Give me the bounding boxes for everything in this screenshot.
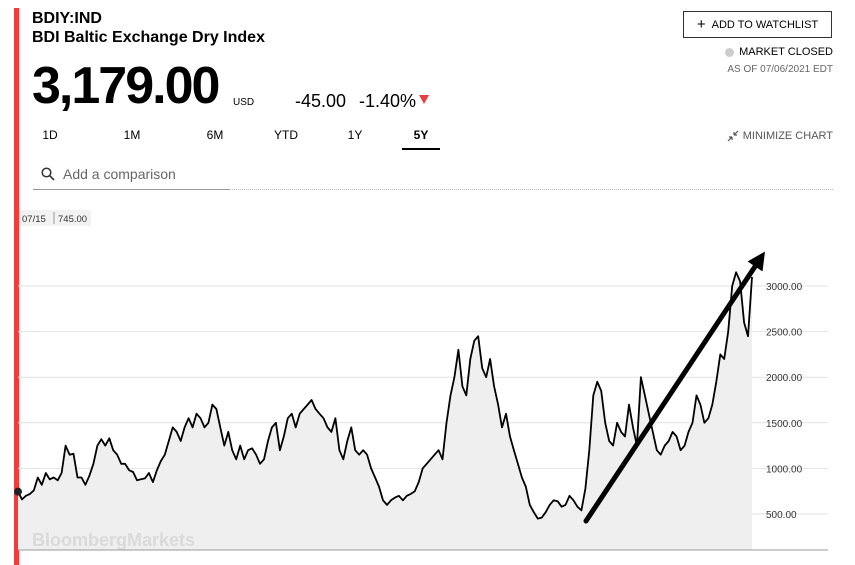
- down-arrow-icon: [419, 95, 429, 104]
- tab-1m[interactable]: 1M: [123, 128, 141, 142]
- y-tick-label: 3000.00: [766, 282, 803, 293]
- y-tick-label: 2000.00: [766, 373, 803, 384]
- comparison-placeholder: Add a comparison: [63, 165, 176, 182]
- minimize-arrows-icon: [727, 130, 739, 142]
- price-chart: 500.00 1000.00 1500.00 2000.00 2500.00 3000.0…: [14, 210, 828, 551]
- accent-bar: [14, 8, 19, 565]
- tab-6m[interactable]: 6M: [206, 128, 224, 142]
- tab-ytd[interactable]: YTD: [274, 128, 298, 142]
- y-tick-label: 2500.00: [766, 328, 803, 339]
- search-icon: [41, 166, 55, 181]
- index-name: BDI Baltic Exchange Dry Index: [32, 29, 265, 46]
- range-tabs: 1D 1M 6M YTD 1Y 5Y: [32, 128, 440, 150]
- y-tick-label: 500.00: [766, 510, 797, 521]
- status-dot-icon: [725, 47, 735, 57]
- tab-5y[interactable]: 5Y: [402, 128, 440, 150]
- start-value-label: 745.00: [58, 214, 87, 225]
- last-price: 3,179.00: [32, 57, 220, 115]
- price-change-percent: -1.40%: [359, 91, 417, 111]
- watchlist-label: ADD TO WATCHLIST: [711, 18, 819, 31]
- series-area: [18, 272, 752, 550]
- start-date-label: 07/15: [22, 214, 46, 225]
- price-change: -45.00: [295, 91, 347, 111]
- comparison-search[interactable]: Add a comparison: [33, 158, 229, 190]
- market-status-label: MARKET CLOSED: [739, 46, 833, 58]
- add-to-watchlist-button[interactable]: + ADD TO WATCHLIST: [683, 11, 832, 38]
- tab-1y[interactable]: 1Y: [347, 128, 363, 142]
- start-label: 07/15 745.00: [19, 210, 91, 226]
- y-tick-label: 1500.00: [766, 419, 803, 430]
- tab-1d[interactable]: 1D: [42, 128, 58, 142]
- market-status: MARKET CLOSED: [725, 46, 833, 58]
- as-of-timestamp: AS OF 07/06/2021 EDT: [727, 64, 833, 75]
- trend-arrow: [583, 251, 765, 524]
- minimize-chart-label: MINIMIZE CHART: [742, 130, 833, 142]
- currency-label: USD: [233, 97, 255, 108]
- divider: [229, 189, 833, 190]
- bloomberg-watermark: BloombergMarkets: [32, 530, 195, 550]
- y-tick-label: 1000.00: [766, 464, 803, 475]
- series-start-point: [14, 487, 22, 496]
- series-line: [17, 271, 753, 520]
- minimize-chart-button[interactable]: MINIMIZE CHART: [727, 130, 833, 142]
- plus-icon: +: [696, 16, 706, 33]
- ticker-symbol: BDIY:IND: [32, 10, 102, 27]
